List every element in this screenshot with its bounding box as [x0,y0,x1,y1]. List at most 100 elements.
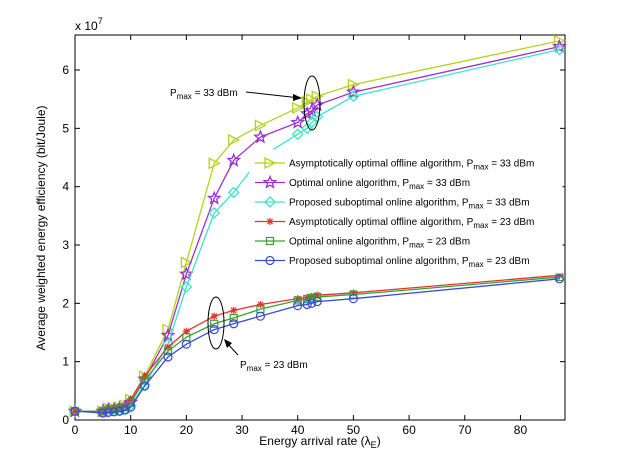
legend-label-sub: max [473,163,488,172]
data-point [256,301,264,308]
series-6 [70,274,565,418]
data-point [553,43,566,56]
data-point [294,295,302,303]
data-point [290,114,306,129]
legend-items: Asymptotically optimal offline algorithm… [255,156,534,269]
legend-label-sub: max [473,221,488,230]
annotation-33dbm-sub: max [177,92,192,101]
y-tick-label: 6 [62,63,69,77]
legend-label-main: Optimal online algorithm, P [289,237,409,248]
data-point [210,319,219,328]
data-point [180,281,193,293]
legend-label-suffix: = 23 dBm [424,237,470,248]
data-point [178,266,194,281]
y-axis-label: Average weighted energy efficiency (bit/… [34,105,48,350]
data-point [140,381,150,391]
legend-label-suffix: = 23 dBm [484,256,530,267]
data-point [552,38,567,53]
legend-label: Optimal online algorithm, Pmax = 23 dBm [289,237,470,250]
data-point [299,105,315,121]
y-multiplier-base: x 10 [75,19,98,33]
data-point [209,324,219,335]
y-tick-label: 4 [62,180,69,194]
legend-item: Asymptotically optimal offline algorithm… [255,156,534,172]
data-point [554,274,565,284]
x-axis-label-sub: E [371,440,377,450]
data-point [70,406,80,416]
data-point [229,319,239,329]
x-tick-label: 30 [235,423,249,437]
x-tick-label: 50 [347,423,361,437]
legend-label-suffix: = 23 dBm [488,217,534,228]
x-tick-label: 60 [402,423,416,437]
data-point [253,129,268,144]
data-point [180,256,193,269]
legend-marker [266,218,274,225]
legend-label: Proposed suboptimal online algorithm, Pm… [289,198,530,211]
y-tick-label: 3 [62,238,69,252]
y-tick-label: 1 [62,355,69,369]
annotation-33dbm-arrowhead [293,94,302,101]
axis-ticks: 0 10 20 30 40 50 60 70 80 0 1 2 3 4 5 6 [62,35,565,437]
legend-label-sub: max [409,182,424,191]
data-point [312,296,322,307]
annotation-33dbm-arrow [245,91,301,99]
data-point [308,292,316,300]
annotation-23dbm: Pmax = 23 dBm [207,296,308,373]
legend-label: Asymptotically optimal offline algorithm… [289,217,534,230]
data-point [292,101,305,114]
data-point [163,347,173,356]
data-point [121,401,129,409]
series-line [75,276,560,412]
data-point [229,313,238,323]
x-tick-label: 40 [291,423,305,437]
data-point [162,323,175,336]
data-point [98,408,108,418]
annotation-23dbm-prefix: P [240,360,247,371]
data-point [182,327,190,335]
annotation-23dbm-ellipse [207,296,225,350]
data-point [210,312,218,320]
legend-label-main: Optimal online algorithm, P [289,178,409,189]
legend-label-main: Asymptotically optimal offline algorithm… [289,159,474,170]
annotation-23dbm-arrowhead [224,339,232,348]
legend-label-sub: max [469,260,484,269]
x-tick-label: 0 [72,423,79,437]
x-tick-label: 20 [180,423,194,437]
y-multiplier-exponent: 7 [98,16,103,26]
x-tick-label: 80 [514,423,528,437]
data-point [293,301,303,311]
series-layer [67,34,567,418]
data-point [230,306,238,314]
x-tick-label: 70 [458,423,472,437]
data-point [291,128,304,141]
data-point [309,97,325,112]
legend: Asymptotically optimal offline algorithm… [249,149,563,274]
legend-label-suffix: = 33 dBm [488,159,534,170]
data-point [313,292,322,302]
data-point [227,186,240,199]
legend-marker [265,236,275,246]
data-point [163,352,173,362]
data-point [313,291,321,299]
annotation-33dbm-ellipse [303,75,321,131]
legend-box [249,149,563,274]
annotation-33dbm-label: Pmax = 33 dBm [170,88,238,101]
data-point [103,407,114,418]
data-point [346,84,361,99]
data-point [307,298,317,308]
legend-marker [265,255,275,266]
annotation-33dbm: Pmax = 33 dBm [170,75,321,131]
data-point [160,327,176,342]
y-tick-label: 2 [62,296,69,310]
data-point [254,119,267,132]
x-axis-label-suffix: ) [377,434,381,448]
data-point [348,294,359,304]
legend-item: Proposed suboptimal online algorithm, Pm… [255,255,530,269]
legend-label-main: Asymptotically optimal offline algorithm… [289,217,474,228]
data-point [303,294,311,301]
data-point [305,116,318,129]
data-point [347,90,360,103]
legend-label: Proposed suboptimal online algorithm, Pm… [289,256,530,269]
